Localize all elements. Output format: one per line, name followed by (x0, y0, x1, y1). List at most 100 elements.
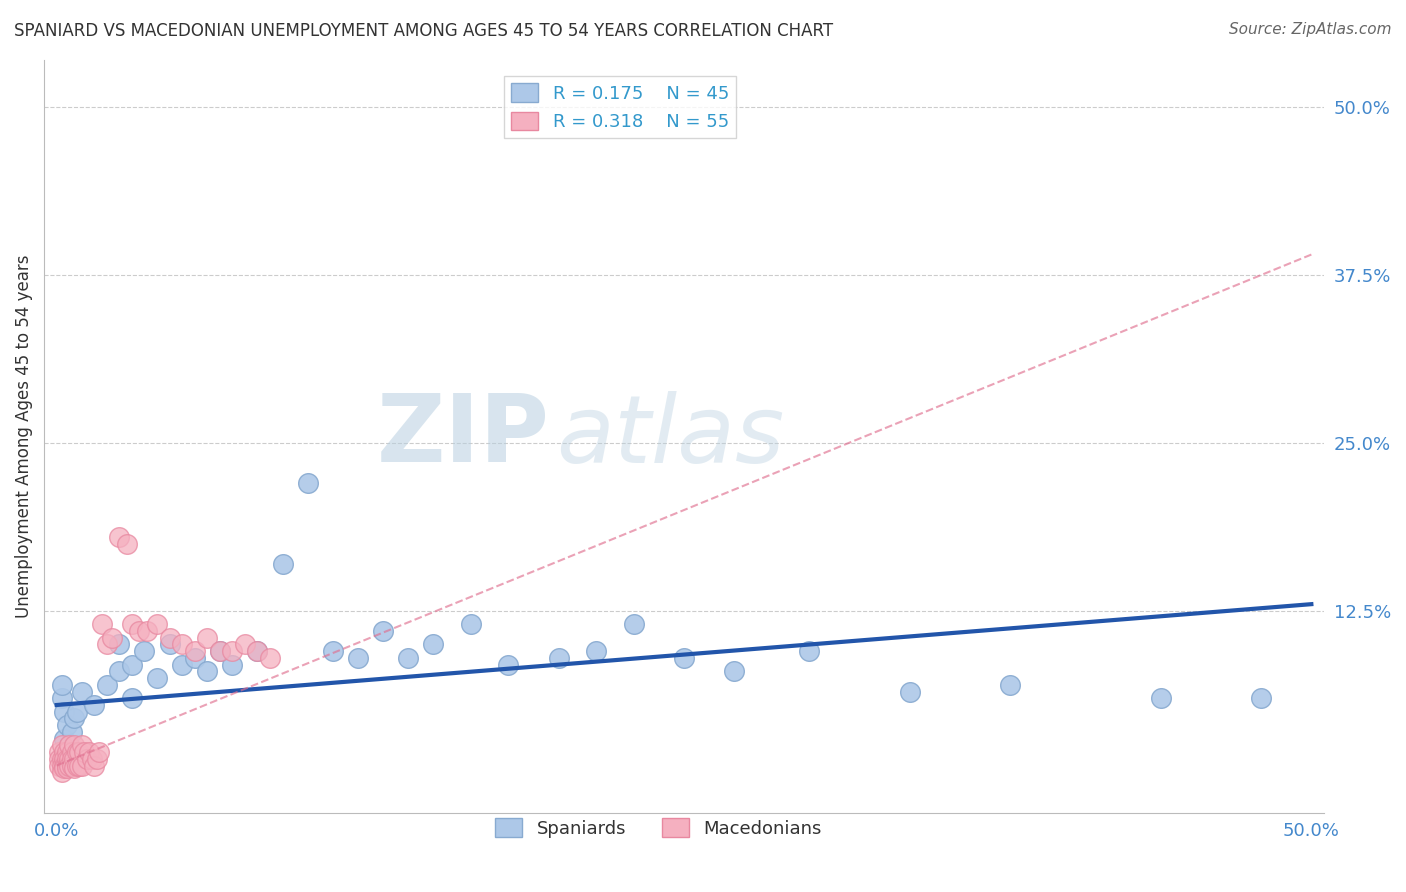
Point (51, 739, 73, 753)
Point (70, 739, 93, 753)
Point (60, 725, 83, 739)
Point (371, 624, 394, 638)
Point (108, 665, 131, 679)
Point (58, 739, 80, 753)
Point (172, 638, 194, 652)
Point (183, 651, 205, 665)
Point (346, 651, 368, 665)
Point (55, 718, 77, 732)
Point (70, 758, 93, 772)
Point (55, 752, 77, 766)
Point (195, 631, 218, 645)
Point (108, 530, 131, 544)
Point (63, 739, 86, 753)
Point (58, 752, 80, 766)
Point (60, 758, 83, 772)
Point (63, 711, 86, 725)
Point (121, 691, 143, 706)
Point (53, 705, 76, 719)
Point (396, 651, 419, 665)
Text: Source: ZipAtlas.com: Source: ZipAtlas.com (1229, 22, 1392, 37)
Point (159, 631, 181, 645)
Point (53, 761, 76, 775)
Point (297, 476, 319, 491)
Point (53, 731, 76, 746)
Point (259, 651, 281, 665)
Point (623, 617, 645, 632)
Point (66, 705, 89, 719)
Point (63, 761, 86, 775)
Y-axis label: Unemployment Among Ages 45 to 54 years: Unemployment Among Ages 45 to 54 years (15, 254, 32, 618)
Point (51, 678, 73, 692)
Point (73, 745, 96, 759)
Point (55, 745, 77, 759)
Point (672, 651, 695, 665)
Point (66, 745, 89, 759)
Point (76, 752, 98, 766)
Point (134, 644, 156, 658)
Point (55, 745, 77, 759)
Point (121, 657, 143, 672)
Point (80, 752, 103, 766)
Point (128, 624, 150, 638)
Text: ZIP: ZIP (377, 390, 550, 482)
Point (53, 752, 76, 766)
Point (83, 698, 105, 712)
Text: SPANIARD VS MACEDONIAN UNEMPLOYMENT AMONG AGES 45 TO 54 YEARS CORRELATION CHART: SPANIARD VS MACEDONIAN UNEMPLOYMENT AMON… (14, 22, 834, 40)
Point (48, 752, 70, 766)
Point (53, 745, 76, 759)
Point (58, 758, 80, 772)
Point (146, 671, 169, 685)
Point (101, 631, 124, 645)
Point (271, 557, 294, 571)
Point (83, 758, 105, 772)
Point (67, 745, 90, 759)
Point (60, 752, 83, 766)
Point (183, 644, 205, 658)
Point (58, 739, 80, 753)
Point (136, 624, 159, 638)
Point (1250, 691, 1272, 706)
Point (55, 758, 77, 772)
Point (70, 684, 93, 698)
Point (246, 644, 269, 658)
Point (146, 617, 169, 632)
Point (498, 657, 520, 672)
Point (221, 644, 243, 658)
Point (233, 638, 256, 652)
Point (172, 657, 194, 672)
Point (90, 617, 112, 632)
Point (66, 758, 89, 772)
Point (96, 638, 118, 652)
Point (48, 758, 70, 772)
Point (898, 684, 921, 698)
Point (63, 752, 86, 766)
Point (115, 536, 138, 550)
Point (121, 617, 143, 632)
Point (48, 745, 70, 759)
Point (86, 752, 108, 766)
Point (77, 745, 100, 759)
Point (51, 758, 73, 772)
Point (585, 644, 607, 658)
Point (195, 665, 218, 679)
Point (51, 765, 73, 780)
Point (108, 638, 131, 652)
Text: atlas: atlas (555, 391, 785, 482)
Point (1000, 678, 1022, 692)
Point (96, 678, 118, 692)
Point (60, 745, 83, 759)
Point (67, 758, 90, 772)
Point (799, 644, 821, 658)
Point (208, 644, 231, 658)
Point (51, 691, 73, 706)
Point (51, 752, 73, 766)
Point (460, 617, 482, 632)
Point (208, 644, 231, 658)
Point (55, 761, 77, 775)
Point (322, 644, 344, 658)
Point (159, 638, 181, 652)
Point (246, 644, 269, 658)
Point (53, 758, 76, 772)
Legend: Spaniards, Macedonians: Spaniards, Macedonians (488, 811, 830, 845)
